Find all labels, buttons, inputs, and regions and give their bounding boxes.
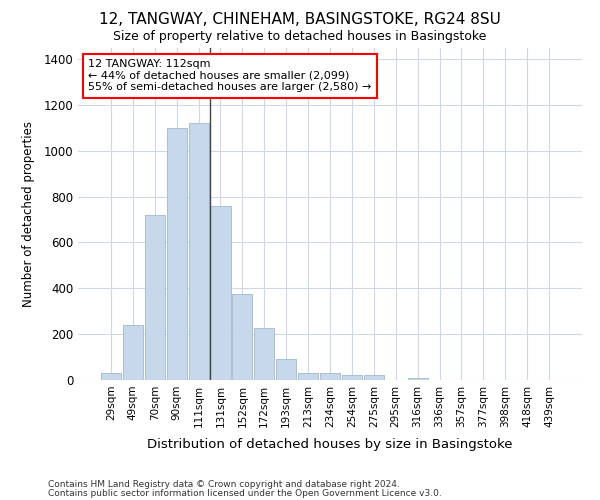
Text: Contains public sector information licensed under the Open Government Licence v3: Contains public sector information licen… — [48, 488, 442, 498]
Bar — [254, 328, 274, 380]
X-axis label: Distribution of detached houses by size in Basingstoke: Distribution of detached houses by size … — [147, 438, 513, 451]
Bar — [298, 373, 318, 380]
Bar — [364, 376, 384, 380]
Bar — [188, 123, 209, 380]
Bar — [276, 360, 296, 380]
Text: 12, TANGWAY, CHINEHAM, BASINGSTOKE, RG24 8SU: 12, TANGWAY, CHINEHAM, BASINGSTOKE, RG24… — [99, 12, 501, 28]
Text: Size of property relative to detached houses in Basingstoke: Size of property relative to detached ho… — [113, 30, 487, 43]
Bar — [320, 373, 340, 380]
Y-axis label: Number of detached properties: Number of detached properties — [22, 120, 35, 306]
Bar — [101, 373, 121, 380]
Text: 12 TANGWAY: 112sqm
← 44% of detached houses are smaller (2,099)
55% of semi-deta: 12 TANGWAY: 112sqm ← 44% of detached hou… — [88, 59, 371, 92]
Bar — [407, 378, 428, 380]
Bar — [232, 294, 253, 380]
Bar — [145, 215, 165, 380]
Bar — [342, 376, 362, 380]
Bar — [167, 128, 187, 380]
Bar — [211, 206, 230, 380]
Bar — [123, 326, 143, 380]
Text: Contains HM Land Registry data © Crown copyright and database right 2024.: Contains HM Land Registry data © Crown c… — [48, 480, 400, 489]
